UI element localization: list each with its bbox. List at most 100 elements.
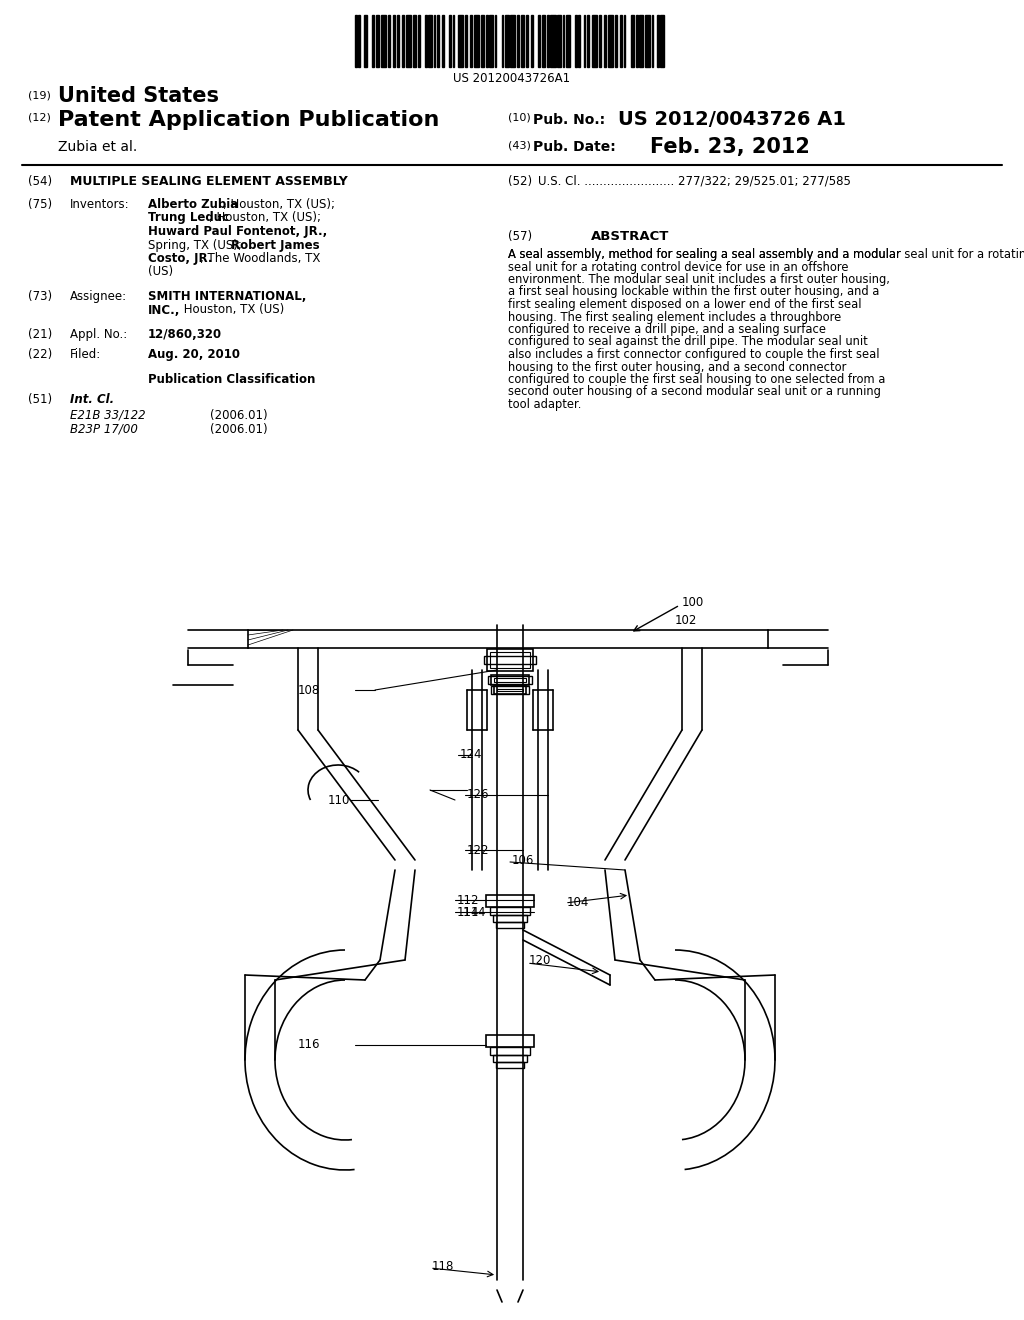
Text: 112: 112 bbox=[457, 894, 479, 907]
Bar bbox=[458, 15, 463, 67]
Text: (2006.01): (2006.01) bbox=[210, 409, 267, 422]
Bar bbox=[487, 649, 534, 671]
Text: (2006.01): (2006.01) bbox=[210, 422, 267, 436]
Bar bbox=[489, 15, 493, 67]
Text: Alberto Zubia: Alberto Zubia bbox=[148, 198, 239, 211]
Text: US 2012/0043726 A1: US 2012/0043726 A1 bbox=[618, 110, 846, 129]
Bar bbox=[474, 15, 479, 67]
Text: A seal assembly, method for sealing a seal assembly and a modular seal unit for : A seal assembly, method for sealing a se… bbox=[508, 248, 1024, 261]
Text: housing. The first sealing element includes a throughbore: housing. The first sealing element inclu… bbox=[508, 310, 842, 323]
Text: ABSTRACT: ABSTRACT bbox=[591, 230, 670, 243]
Text: Pub. No.:: Pub. No.: bbox=[534, 114, 605, 127]
Bar bbox=[484, 656, 536, 664]
Bar bbox=[660, 15, 664, 67]
Text: B23P 17/00: B23P 17/00 bbox=[70, 422, 138, 436]
Bar bbox=[490, 675, 529, 685]
Text: (43): (43) bbox=[508, 140, 530, 150]
Bar bbox=[418, 15, 420, 67]
Bar bbox=[497, 689, 523, 690]
Bar bbox=[485, 15, 487, 67]
Bar bbox=[587, 15, 589, 67]
Bar bbox=[496, 921, 524, 928]
Text: United States: United States bbox=[58, 86, 219, 106]
Bar bbox=[406, 15, 411, 67]
Bar bbox=[493, 1055, 527, 1063]
Text: Spring, TX (US);: Spring, TX (US); bbox=[148, 239, 246, 252]
Bar bbox=[621, 15, 622, 67]
Bar bbox=[526, 15, 527, 67]
Bar bbox=[547, 15, 549, 67]
Bar bbox=[604, 15, 606, 67]
Bar bbox=[495, 15, 497, 67]
Bar bbox=[486, 895, 534, 907]
Text: Trung Leduc: Trung Leduc bbox=[148, 211, 229, 224]
Bar bbox=[364, 15, 368, 67]
Text: , Houston, TX (US);: , Houston, TX (US); bbox=[209, 211, 321, 224]
Text: Houston, TX (US): Houston, TX (US) bbox=[180, 304, 285, 317]
Text: US 20120043726A1: US 20120043726A1 bbox=[454, 73, 570, 84]
Bar bbox=[358, 15, 360, 67]
Bar bbox=[393, 15, 395, 67]
Text: configured to couple the first seal housing to one selected from a: configured to couple the first seal hous… bbox=[508, 374, 886, 385]
Text: 116: 116 bbox=[298, 1039, 319, 1052]
Bar bbox=[397, 15, 398, 67]
Bar bbox=[636, 15, 638, 67]
Text: Inventors:: Inventors: bbox=[70, 198, 130, 211]
Text: Costo, JR.: Costo, JR. bbox=[148, 252, 213, 265]
Text: configured to seal against the drill pipe. The modular seal unit: configured to seal against the drill pip… bbox=[508, 335, 867, 348]
Bar bbox=[557, 15, 561, 67]
Bar bbox=[639, 15, 643, 67]
Text: (54): (54) bbox=[28, 176, 52, 187]
Bar bbox=[450, 15, 451, 67]
Text: 106: 106 bbox=[512, 854, 535, 866]
Text: second outer housing of a second modular seal unit or a running: second outer housing of a second modular… bbox=[508, 385, 881, 399]
Text: (73): (73) bbox=[28, 290, 52, 304]
Text: 12/860,320: 12/860,320 bbox=[148, 327, 222, 341]
Text: seal unit for a rotating control device for use in an offshore: seal unit for a rotating control device … bbox=[508, 260, 849, 273]
Text: Appl. No.:: Appl. No.: bbox=[70, 327, 127, 341]
Text: tool adapter.: tool adapter. bbox=[508, 399, 582, 411]
Text: environment. The modular seal unit includes a first outer housing,: environment. The modular seal unit inclu… bbox=[508, 273, 890, 286]
Bar bbox=[494, 686, 526, 694]
Text: (51): (51) bbox=[28, 393, 52, 407]
Text: (19): (19) bbox=[28, 90, 51, 100]
Text: a first seal housing lockable within the first outer housing, and a: a first seal housing lockable within the… bbox=[508, 285, 880, 298]
Text: INC.,: INC., bbox=[148, 304, 180, 317]
Text: 114: 114 bbox=[457, 906, 479, 919]
Bar bbox=[651, 15, 653, 67]
Text: (12): (12) bbox=[28, 114, 51, 123]
Text: (75): (75) bbox=[28, 198, 52, 211]
Bar bbox=[599, 15, 601, 67]
Bar bbox=[490, 907, 530, 915]
Bar bbox=[505, 15, 509, 67]
Bar bbox=[615, 15, 616, 67]
Bar bbox=[550, 15, 556, 67]
Text: 104: 104 bbox=[567, 896, 590, 909]
Text: configured to receive a drill pipe, and a sealing surface: configured to receive a drill pipe, and … bbox=[508, 323, 826, 337]
Bar bbox=[373, 15, 374, 67]
Bar bbox=[493, 915, 527, 921]
Bar bbox=[381, 15, 386, 67]
Bar bbox=[542, 15, 545, 67]
Bar bbox=[579, 15, 580, 67]
Text: housing to the first outer housing, and a second connector: housing to the first outer housing, and … bbox=[508, 360, 847, 374]
Bar bbox=[376, 15, 380, 67]
Bar bbox=[624, 15, 626, 67]
Bar bbox=[355, 15, 356, 67]
Text: Pub. Date:: Pub. Date: bbox=[534, 140, 615, 154]
Text: E21B 33/122: E21B 33/122 bbox=[70, 409, 145, 422]
Bar bbox=[490, 686, 529, 694]
Text: , The Woodlands, TX: , The Woodlands, TX bbox=[200, 252, 321, 265]
Text: (21): (21) bbox=[28, 327, 52, 341]
Text: (10): (10) bbox=[508, 114, 530, 123]
Bar bbox=[494, 678, 526, 682]
Text: 118: 118 bbox=[432, 1259, 455, 1272]
Bar bbox=[486, 1035, 534, 1047]
Bar bbox=[453, 15, 455, 67]
Bar bbox=[433, 15, 435, 67]
Bar bbox=[437, 15, 438, 67]
Bar bbox=[413, 15, 416, 67]
Text: first sealing element disposed on a lower end of the first seal: first sealing element disposed on a lowe… bbox=[508, 298, 861, 312]
Bar bbox=[517, 15, 519, 67]
Bar bbox=[442, 15, 444, 67]
